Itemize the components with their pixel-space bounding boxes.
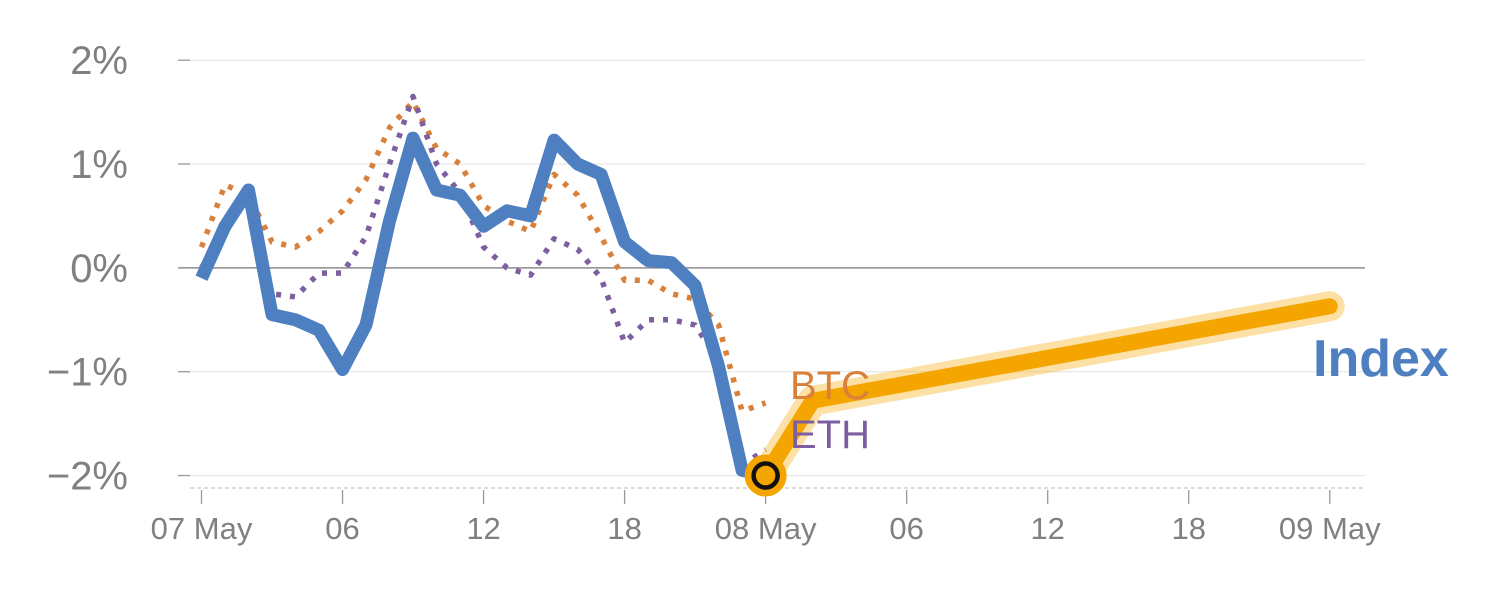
- series-line-index: [195, 131, 768, 482]
- y-tick-label: 0%: [70, 247, 128, 291]
- series-label-index: Index: [1313, 330, 1449, 388]
- series-line-btc: [198, 98, 767, 414]
- x-tick-label: 12: [1030, 511, 1064, 546]
- x-tick-label: 18: [607, 511, 641, 546]
- y-tick-label: −1%: [47, 351, 128, 395]
- axes: 2% 1% 0% −1% −2% 07 May 06 12 18 08 May 06 12 18 09 M…: [47, 39, 1381, 546]
- series-label-btc: BTC: [790, 364, 870, 408]
- y-tick-label: −2%: [47, 455, 128, 499]
- x-tick-label: 07 May: [151, 511, 253, 546]
- projection-band: [744, 291, 1345, 497]
- grid-lines: [178, 59, 1365, 477]
- x-tick-label: 06: [325, 511, 359, 546]
- x-tick-label: 08 May: [715, 511, 817, 546]
- x-tick-label: 09 May: [1279, 511, 1381, 546]
- series-lines: [195, 93, 768, 482]
- labels: BTC ETH Index: [790, 330, 1449, 457]
- x-tick-label: 12: [466, 511, 500, 546]
- series-label-eth: ETH: [790, 413, 870, 457]
- series-line-eth: [199, 93, 768, 468]
- x-tick-label: 18: [1171, 511, 1205, 546]
- projection-line: [757, 298, 1338, 484]
- x-tick-label: 06: [889, 511, 923, 546]
- marker-point: [751, 461, 780, 490]
- y-tick-label: 1%: [70, 143, 128, 187]
- y-tick-label: 2%: [70, 39, 128, 83]
